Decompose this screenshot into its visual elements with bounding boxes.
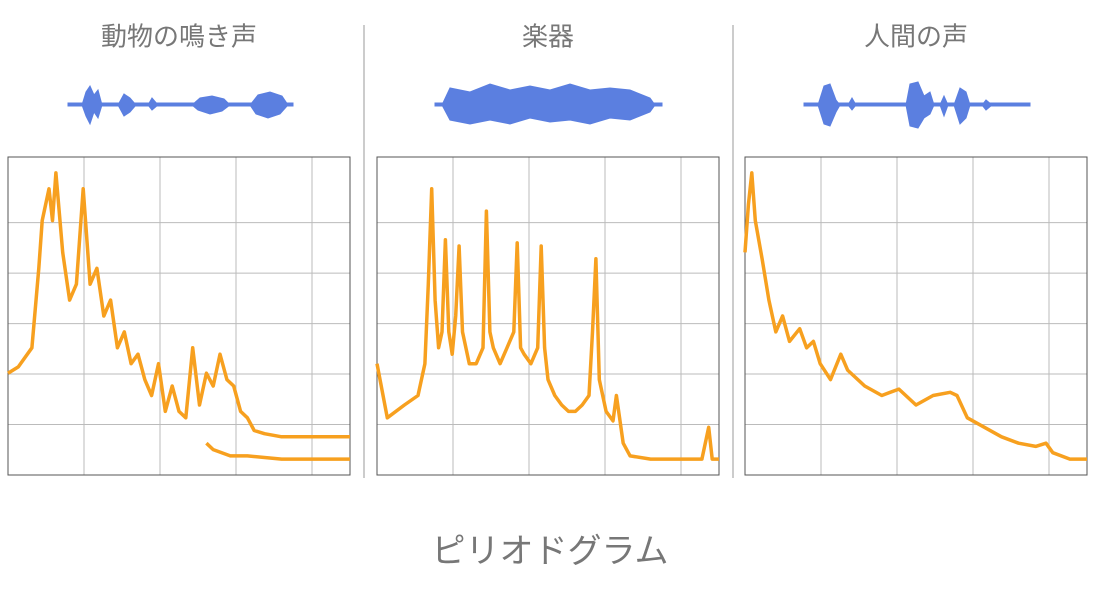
- plot-frame: [744, 156, 1088, 476]
- plot-frame: [7, 156, 351, 476]
- panel-title: 動物の鳴き声: [101, 23, 257, 53]
- waveform: [67, 102, 294, 107]
- periodogram-line: [375, 187, 719, 461]
- waveform: [81, 84, 289, 126]
- panel-title: 人間の声: [864, 23, 968, 53]
- waveform: [441, 83, 656, 125]
- panel: 人間の声: [743, 23, 1088, 476]
- caption: ピリオドグラム: [432, 532, 669, 572]
- plot-frame: [376, 156, 720, 476]
- periodogram-line: [743, 171, 1087, 461]
- periodogram-line: [205, 441, 350, 461]
- panel: 動物の鳴き声: [7, 23, 351, 476]
- periodogram-line: [7, 171, 350, 439]
- panel: 楽器: [375, 23, 720, 476]
- waveforms: [67, 81, 1031, 129]
- panel-title: 楽器: [522, 23, 574, 53]
- waveform: [817, 81, 993, 129]
